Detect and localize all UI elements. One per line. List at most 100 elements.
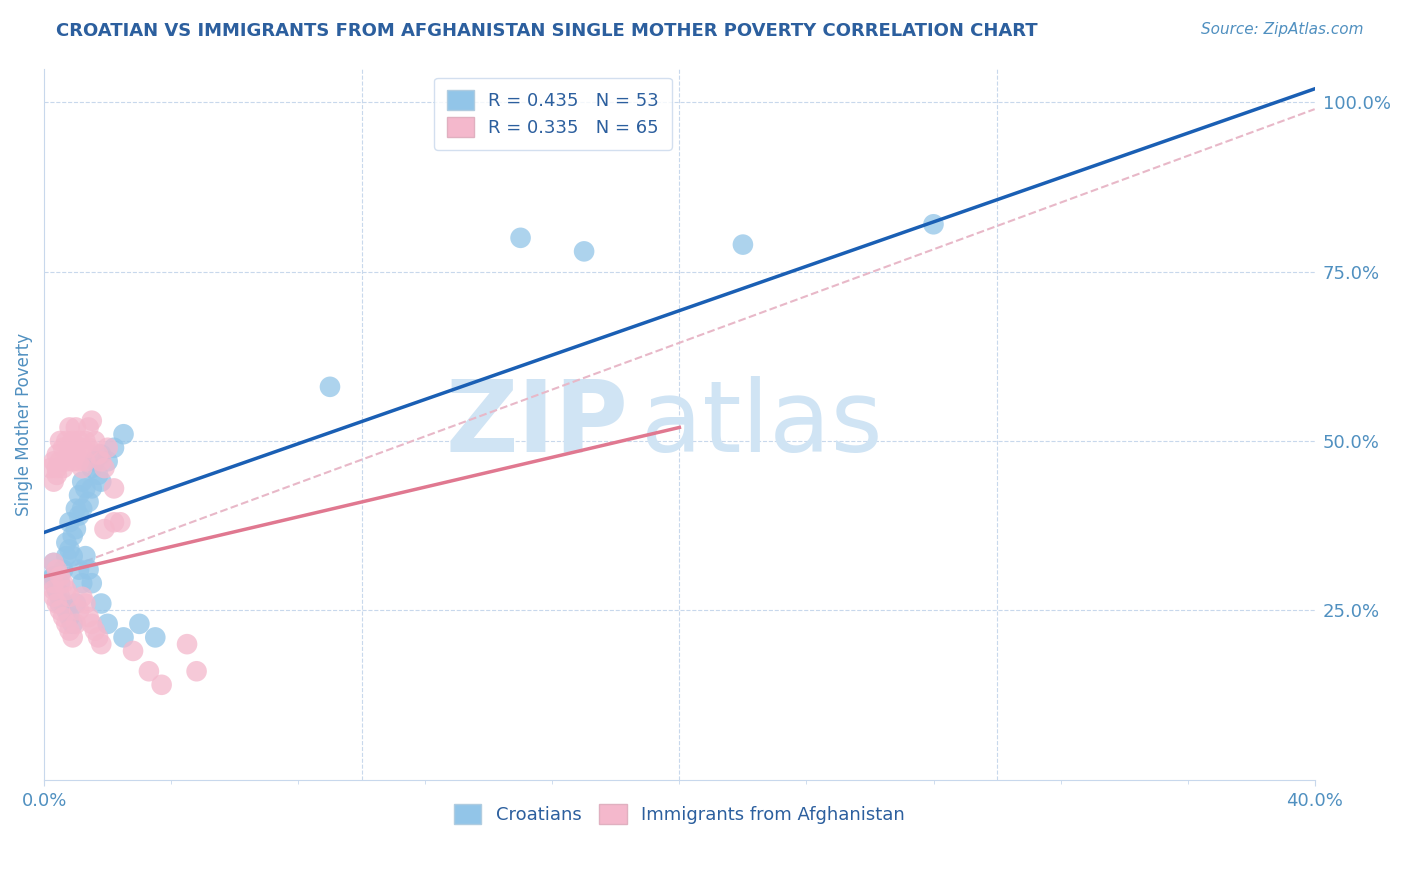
Point: [42, 576, 65, 591]
Point: [731, 237, 754, 252]
Point: [128, 616, 150, 631]
Point: [112, 631, 135, 645]
Y-axis label: Single Mother Poverty: Single Mother Poverty: [15, 333, 32, 516]
Point: [77, 420, 100, 434]
Point: [87, 448, 110, 462]
Text: Source: ZipAtlas.com: Source: ZipAtlas.com: [1201, 22, 1364, 37]
Point: [55, 434, 77, 448]
Point: [97, 441, 120, 455]
Point: [42, 576, 65, 591]
Point: [93, 522, 115, 536]
Point: [67, 603, 90, 617]
Point: [93, 461, 115, 475]
Point: [67, 563, 90, 577]
Point: [49, 590, 72, 604]
Point: [75, 549, 97, 563]
Point: [58, 515, 80, 529]
Point: [62, 616, 84, 631]
Point: [45, 582, 67, 597]
Point: [42, 475, 65, 489]
Point: [143, 631, 166, 645]
Point: [90, 448, 112, 462]
Point: [103, 441, 125, 455]
Point: [42, 590, 65, 604]
Point: [87, 467, 110, 482]
Point: [77, 563, 100, 577]
Point: [58, 590, 80, 604]
Point: [49, 603, 72, 617]
Point: [150, 678, 173, 692]
Point: [75, 597, 97, 611]
Point: [42, 556, 65, 570]
Point: [70, 590, 93, 604]
Point: [62, 434, 84, 448]
Point: [75, 454, 97, 468]
Point: [70, 461, 93, 475]
Legend: Croatians, Immigrants from Afghanistan: Croatians, Immigrants from Afghanistan: [443, 793, 915, 835]
Point: [49, 454, 72, 468]
Point: [52, 610, 75, 624]
Point: [58, 610, 80, 624]
Point: [70, 576, 93, 591]
Point: [55, 616, 77, 631]
Point: [70, 441, 93, 455]
Point: [55, 603, 77, 617]
Point: [42, 582, 65, 597]
Point: [922, 217, 945, 231]
Text: CROATIAN VS IMMIGRANTS FROM AFGHANISTAN SINGLE MOTHER POVERTY CORRELATION CHART: CROATIAN VS IMMIGRANTS FROM AFGHANISTAN …: [56, 22, 1038, 40]
Point: [55, 535, 77, 549]
Point: [65, 597, 87, 611]
Point: [45, 597, 67, 611]
Point: [103, 515, 125, 529]
Point: [97, 616, 120, 631]
Point: [77, 441, 100, 455]
Point: [52, 461, 75, 475]
Point: [49, 434, 72, 448]
Point: [49, 576, 72, 591]
Point: [509, 231, 531, 245]
Point: [77, 610, 100, 624]
Point: [122, 644, 145, 658]
Point: [45, 461, 67, 475]
Point: [80, 414, 103, 428]
Point: [90, 454, 112, 468]
Point: [87, 631, 110, 645]
Point: [49, 597, 72, 611]
Point: [84, 454, 107, 468]
Point: [58, 441, 80, 455]
Point: [58, 542, 80, 557]
Point: [80, 616, 103, 631]
Point: [45, 582, 67, 597]
Point: [62, 529, 84, 543]
Point: [67, 488, 90, 502]
Point: [84, 624, 107, 638]
Point: [75, 482, 97, 496]
Point: [67, 454, 90, 468]
Point: [58, 624, 80, 638]
Point: [80, 482, 103, 496]
Point: [55, 582, 77, 597]
Point: [62, 454, 84, 468]
Point: [70, 501, 93, 516]
Point: [186, 665, 208, 679]
Point: [138, 665, 160, 679]
Point: [65, 420, 87, 434]
Point: [67, 508, 90, 523]
Point: [65, 616, 87, 631]
Point: [90, 475, 112, 489]
Point: [52, 563, 75, 577]
Point: [65, 448, 87, 462]
Point: [52, 576, 75, 591]
Point: [42, 569, 65, 583]
Point: [75, 434, 97, 448]
Point: [65, 501, 87, 516]
Point: [572, 244, 595, 259]
Point: [70, 475, 93, 489]
Point: [42, 556, 65, 570]
Text: ZIP: ZIP: [446, 376, 628, 473]
Point: [58, 420, 80, 434]
Point: [97, 454, 120, 468]
Point: [45, 563, 67, 577]
Point: [80, 461, 103, 475]
Point: [90, 597, 112, 611]
